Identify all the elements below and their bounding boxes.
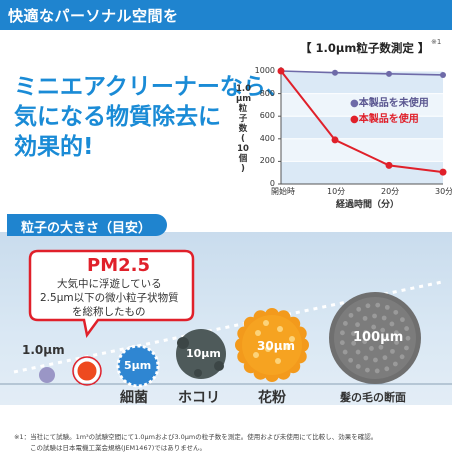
- particle-pm25-ring: [72, 356, 102, 386]
- header-title: 快適なパーソナル空間を: [8, 7, 179, 25]
- legend-label-used: 本製品を使用: [358, 114, 419, 125]
- header-bar: 快適なパーソナル空間を: [0, 0, 452, 30]
- name-bacteria: 細菌: [120, 390, 148, 406]
- footnote-line1: ※1：当社にて試験。1m³の試験空間にて1.0μmおよび3.0μmの粒子数を測定…: [14, 433, 378, 441]
- name-hair: 髪の毛の断面: [340, 391, 406, 404]
- legend-label-unused: 本製品を未使用: [358, 98, 429, 109]
- y-label-char: 10: [237, 144, 249, 154]
- name-dust: ホコリ: [178, 390, 220, 406]
- section-label: 粒子の大きさ（目安）: [7, 214, 167, 236]
- data-point: [331, 136, 339, 144]
- headline-line1: ミニエアクリーナーなら、: [14, 74, 289, 100]
- series-line-0: [280, 70, 444, 76]
- y-tick-label: 0: [269, 179, 275, 188]
- x-tick-label: 10分: [327, 187, 346, 196]
- y-tick-label: 800: [259, 88, 275, 98]
- data-point: [440, 71, 446, 78]
- plot-band: [281, 71, 443, 94]
- y-label-char: 個: [238, 154, 248, 164]
- x-tick-label: 開始時: [271, 187, 295, 196]
- x-tick-label: 20分: [381, 187, 400, 196]
- footnote-line2: この試験は日本電機工業会規格(JEM1467)ではありません。: [30, 444, 207, 452]
- y-label-char: ): [241, 164, 245, 174]
- data-point: [277, 67, 285, 75]
- pm25-desc-line1: 大気中に浮遊している: [57, 278, 162, 290]
- series-line-1: [280, 70, 444, 174]
- particle-pm25: [74, 358, 100, 384]
- pm25-callout: [28, 249, 195, 339]
- y-label-char: 数: [238, 124, 248, 134]
- data-point: [439, 168, 447, 176]
- legend-dot-icon: ●: [350, 98, 359, 109]
- legend-item-used: ●本製品を使用: [350, 110, 419, 125]
- y-tick-label: 600: [259, 111, 275, 121]
- particle-1um: [39, 367, 55, 383]
- pollen-icon: [235, 308, 309, 382]
- chart-note: ※1: [431, 38, 442, 46]
- name-pollen: 花粉: [258, 390, 286, 406]
- pm25-desc-line3: を総称したもの: [72, 306, 146, 318]
- bacteria-icon: [116, 344, 160, 388]
- plot-band: [281, 93, 443, 117]
- y-label-char: 1.0: [236, 84, 252, 94]
- y-label-char: (: [241, 134, 245, 144]
- particle-illustration: [0, 249, 452, 388]
- size-label-1um: 1.0μm: [22, 343, 65, 357]
- size-label-30um: 30μm: [257, 339, 296, 353]
- headline-line2: 気になる物質除去に: [14, 104, 221, 130]
- y-tick-label: 200: [259, 156, 275, 166]
- size-label-5um: 5μm: [124, 359, 152, 372]
- legend-item-unused: ●本製品を未使用: [350, 94, 429, 109]
- dust-icon: [176, 329, 226, 379]
- data-point: [385, 161, 393, 169]
- y-axis-label: 1.0 μm 粒子数(10 個): [236, 84, 252, 174]
- hair-section-icon: [329, 292, 421, 384]
- size-label-10um: 10μm: [186, 347, 221, 360]
- y-tick-label: 400: [259, 133, 275, 143]
- chart-title: 【 1.0μm粒子数測定 】: [300, 41, 430, 55]
- pm25-title: PM2.5: [87, 255, 150, 276]
- plot-band: [281, 138, 443, 162]
- data-point: [332, 69, 338, 76]
- y-label-char: 粒: [238, 104, 248, 114]
- x-tick-label: 30分: [435, 187, 452, 196]
- y-label-char: 子: [238, 114, 248, 124]
- data-point: [386, 70, 392, 77]
- legend-dot-icon: ●: [350, 114, 359, 125]
- line-chart: [277, 67, 447, 185]
- y-tick-label: 1000: [254, 66, 275, 75]
- section-title: 粒子の大きさ（目安）: [21, 221, 152, 236]
- y-label-char: μm: [236, 94, 252, 104]
- pm25-desc-line2: 2.5μm以下の微小粒子状物質: [40, 292, 179, 304]
- headline-line3: 効果的!: [14, 134, 94, 160]
- size-label-100um: 100μm: [353, 330, 404, 345]
- x-axis-label: 経過時間（分）: [336, 200, 400, 210]
